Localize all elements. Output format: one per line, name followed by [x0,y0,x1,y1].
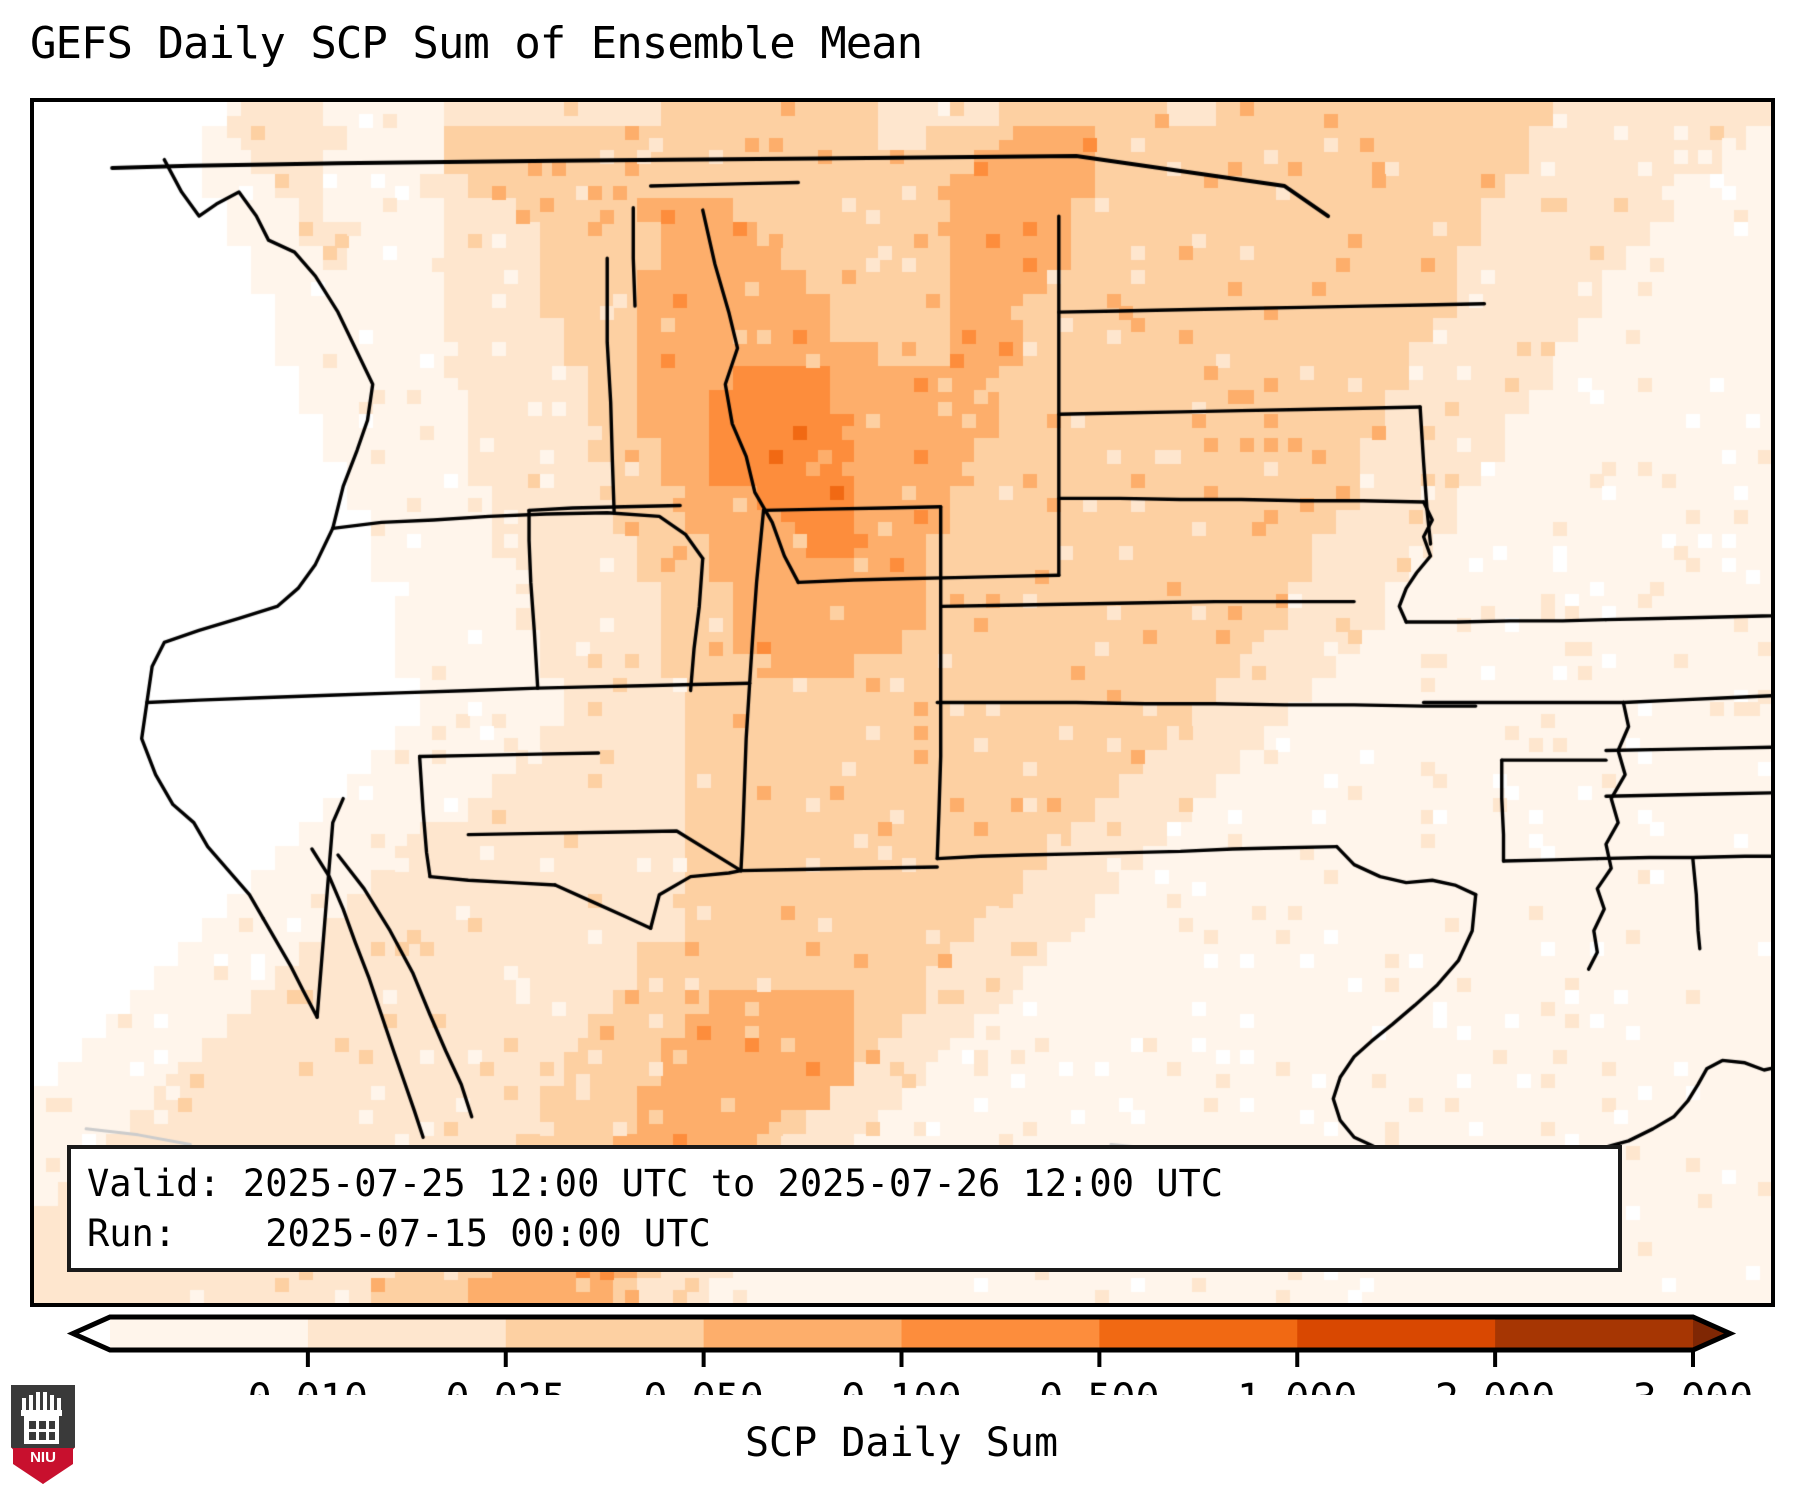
colorbar-tick-label-2: 0.050 [643,1376,763,1395]
page-title: GEFS Daily SCP Sum of Ensemble Mean [30,18,923,69]
scp-heatmap-canvas [34,102,1771,1303]
colorbar-tick-labels: 0.010 0.025 0.050 0.100 0.500 1.000 2.000 3.000 [248,1376,1754,1395]
valid-time-line: Valid: 2025-07-25 12:00 UTC to 2025-07-2… [87,1162,1224,1205]
niu-logo-text: NIU [30,1449,56,1466]
colorbar-tick-label-6: 2.000 [1435,1376,1555,1395]
map-plot-area [30,98,1775,1307]
colorbar-tick-label-3: 0.100 [841,1376,961,1395]
niu-shield-logo: NIU [11,1385,75,1484]
colorbar-ticks [305,1350,1695,1367]
colorbar-tick-label-1: 0.025 [446,1376,566,1395]
colorbar-axis-label: SCP Daily Sum [744,1420,1059,1466]
colorbar-tick-label-4: 0.500 [1039,1376,1159,1395]
colorbar: 0.010 0.025 0.050 0.100 0.500 1.000 2.000 3.000 [0,1305,1803,1395]
colorbar-band-3 [703,1317,903,1350]
colorbar-band-5 [1099,1317,1298,1350]
colorbar-band-7 [1495,1317,1694,1350]
colorbar-band-6 [1297,1317,1496,1350]
valid-run-info-box: Valid: 2025-07-25 12:00 UTC to 2025-07-2… [67,1145,1622,1272]
colorbar-bands [73,1317,1730,1350]
colorbar-tick-label-7: 3.000 [1633,1376,1753,1395]
colorbar-over-arrow [1693,1317,1730,1350]
colorbar-band-1 [307,1317,507,1350]
colorbar-svg: 0.010 0.025 0.050 0.100 0.500 1.000 2.000 3.000 [66,1314,1754,1395]
colorbar-band-4 [901,1317,1100,1350]
colorbar-under-arrow [73,1317,110,1350]
run-time-line: Run: 2025-07-15 00:00 UTC [87,1212,711,1255]
colorbar-tick-label-5: 1.000 [1237,1376,1357,1395]
colorbar-band-0 [110,1317,309,1350]
colorbar-tick-label-0: 0.010 [248,1376,368,1395]
colorbar-band-2 [505,1317,705,1350]
